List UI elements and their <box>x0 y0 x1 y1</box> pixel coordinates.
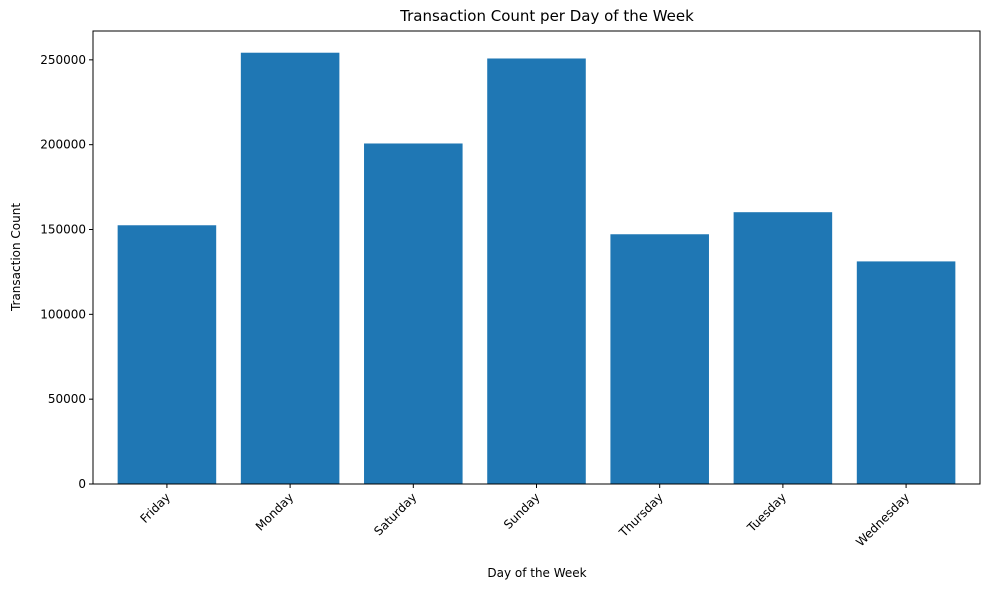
y-axis-label: Transaction Count <box>9 203 23 312</box>
x-tick-label-tuesday: Tuesday <box>744 490 789 535</box>
y-tick-label: 150000 <box>40 223 86 237</box>
y-tick-label: 50000 <box>48 392 86 406</box>
x-tick-label-saturday: Saturday <box>371 490 419 538</box>
y-tick-label: 0 <box>78 477 86 491</box>
x-axis-label: Day of the Week <box>487 566 586 580</box>
chart-title: Transaction Count per Day of the Week <box>399 7 694 25</box>
y-tick-label: 100000 <box>40 307 86 321</box>
bar-tuesday <box>733 212 833 484</box>
x-tick-label-wednesday: Wednesday <box>853 490 912 549</box>
x-tick-label-sunday: Sunday <box>501 490 543 532</box>
bar-saturday <box>364 143 463 484</box>
y-tick-label: 200000 <box>40 138 86 152</box>
plot-area: 0 50000 100000 150000 200000 250000 Friday Mond… <box>40 30 981 549</box>
x-tick-label-friday: Friday <box>137 490 173 526</box>
x-tick-label-thursday: Thursday <box>616 490 666 540</box>
y-tick-label: 250000 <box>40 53 86 67</box>
bar-wednesday <box>856 261 956 484</box>
bar-sunday <box>487 58 586 485</box>
bar-thursday <box>610 234 709 484</box>
bar-friday <box>117 225 217 484</box>
bar-monday <box>240 52 340 484</box>
x-tick-label-monday: Monday <box>253 490 296 533</box>
